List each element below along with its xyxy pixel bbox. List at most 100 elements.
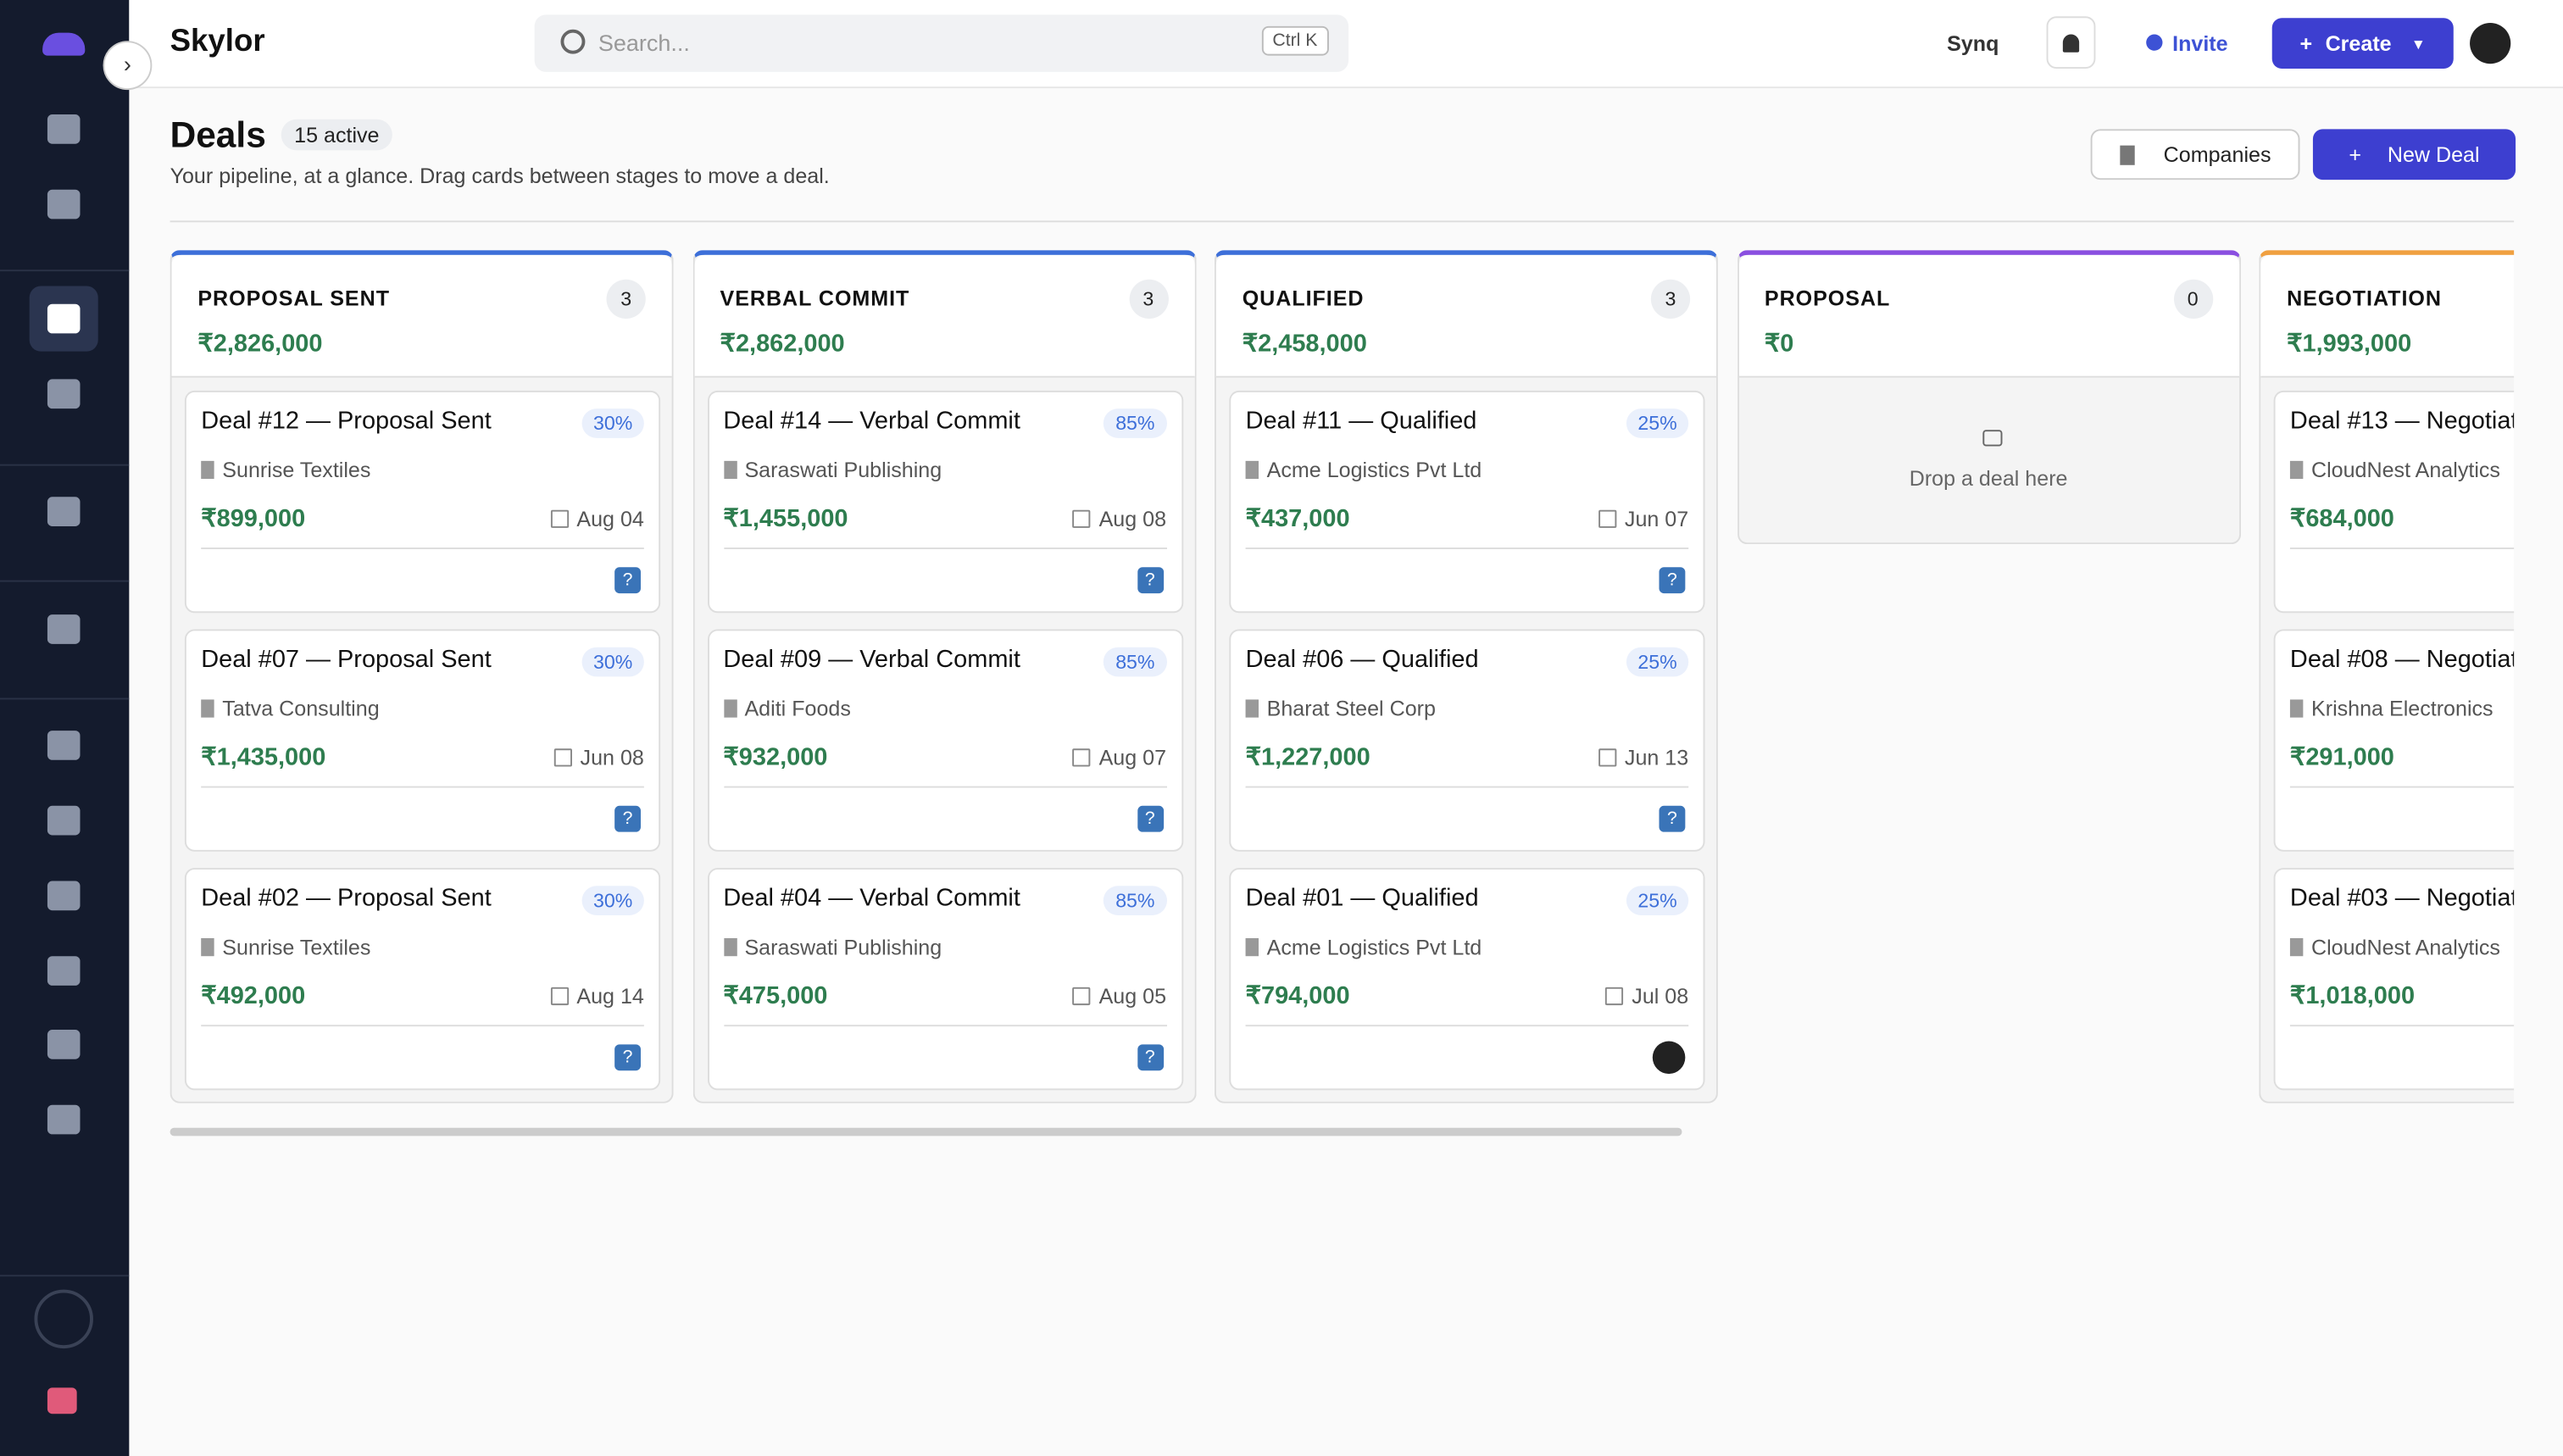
workspace[interactable]: Synq — [1947, 30, 1999, 55]
card-divider — [1245, 547, 1689, 549]
invite-icon — [2146, 34, 2163, 51]
deal-title: Deal #08 — Negotiation — [2289, 645, 2514, 674]
new-deal-button[interactable]: + New Deal — [2312, 129, 2516, 181]
company-name: Krishna Electronics — [2310, 696, 2494, 721]
nav-inbox[interactable] — [47, 189, 81, 220]
deal-card[interactable]: Deal #06 — Qualified 25% Bharat Steel Corp… — [1229, 629, 1705, 852]
deal-title: Deal #01 — Qualified — [1245, 884, 1479, 913]
deal-card[interactable]: Deal #08 — Negotiation Krishna Electronic… — [2273, 629, 2515, 852]
amount: ₹1,455,000 — [723, 504, 848, 533]
probability: 85% — [1104, 647, 1167, 677]
owner-avatar[interactable] — [1652, 1041, 1686, 1075]
logout[interactable] — [47, 1387, 77, 1414]
owner-placeholder[interactable]: ? — [1137, 1044, 1164, 1071]
caret: ▼ — [2410, 35, 2426, 52]
calendar-icon — [550, 986, 569, 1006]
close-date: Jun 07 — [1598, 507, 1688, 531]
user-status[interactable] — [34, 1289, 93, 1349]
company-name: CloudNest Analytics — [2310, 935, 2500, 960]
deal-title: Deal #03 — Negotiation — [2289, 884, 2514, 913]
sidebar-toggle[interactable]: › — [103, 41, 153, 91]
deal-card[interactable]: Deal #09 — Verbal Commit 85% Aditi Foods ₹9… — [707, 629, 1183, 852]
deal-card[interactable]: Deal #12 — Proposal Sent 30% Sunrise Texti… — [184, 390, 661, 614]
new-deal-label: New Deal — [2387, 142, 2480, 167]
nav-invoices[interactable] — [47, 379, 81, 409]
column-name: NEGOTIATION — [2287, 286, 2442, 311]
deal-card[interactable]: Deal #03 — Negotiation CloudNest Analytic… — [2273, 868, 2515, 1091]
owner-placeholder[interactable]: ? — [614, 1044, 641, 1071]
company: Bharat Steel Corp — [1245, 696, 1436, 721]
nav-deals[interactable] — [47, 303, 81, 334]
deal-card[interactable]: Deal #14 — Verbal Commit 85% Saraswati Pub… — [707, 390, 1183, 614]
company: Saraswati Publishing — [723, 458, 942, 482]
company-icon — [1245, 460, 1259, 480]
nav-team[interactable] — [47, 731, 81, 760]
create-button[interactable]: + Create ▼ — [2271, 18, 2454, 69]
scrollbar[interactable] — [170, 1127, 1682, 1136]
calendar-icon — [553, 748, 572, 767]
calendar-icon — [1605, 986, 1624, 1006]
deal-title: Deal #02 — Proposal Sent — [201, 884, 492, 913]
nav-home[interactable] — [47, 114, 81, 144]
deal-title: Deal #09 — Verbal Commit — [723, 645, 1020, 674]
company-name: CloudNest Analytics — [2310, 457, 2500, 482]
column-header: QUALIFIED 3 ₹2,458,000 — [1215, 254, 1716, 378]
amount: ₹475,000 — [723, 982, 828, 1010]
amount: ₹437,000 — [1245, 504, 1350, 533]
divider — [0, 464, 130, 466]
notifications[interactable] — [2046, 16, 2096, 69]
date-text: Aug 14 — [576, 983, 644, 1009]
amount: ₹492,000 — [201, 982, 306, 1010]
nav-billing[interactable] — [47, 1104, 81, 1135]
nav-downloads[interactable] — [47, 956, 81, 986]
invite-button[interactable]: Invite — [2116, 16, 2257, 69]
company: Sunrise Textiles — [201, 935, 370, 959]
calendar-icon — [550, 509, 569, 528]
owner-placeholder[interactable]: ? — [614, 567, 641, 594]
date-text: Jun 07 — [1624, 506, 1689, 531]
column-total: ₹1,993,000 — [2287, 330, 2412, 358]
plus-icon: + — [2349, 142, 2362, 167]
nav-contacts[interactable] — [47, 805, 81, 836]
owner-placeholder[interactable]: ? — [1137, 805, 1164, 832]
amount: ₹684,000 — [2289, 504, 2394, 533]
card-divider — [2289, 1025, 2515, 1027]
deal-card[interactable]: Deal #04 — Verbal Commit 85% Saraswati Pub… — [707, 868, 1183, 1091]
owner-placeholder[interactable]: ? — [614, 805, 641, 832]
logo — [42, 32, 86, 56]
company: Aditi Foods — [723, 697, 851, 720]
deal-card[interactable]: Deal #01 — Qualified 25% Acme Logistics Pv… — [1229, 868, 1705, 1091]
deal-card[interactable]: Deal #11 — Qualified 25% Acme Logistics Pv… — [1229, 390, 1705, 614]
deal-card[interactable]: Deal #07 — Proposal Sent 30% Tatva Consult… — [184, 629, 661, 852]
avatar[interactable] — [2470, 22, 2511, 64]
company-name: Bharat Steel Corp — [1266, 696, 1436, 721]
owner-placeholder[interactable]: ? — [1659, 567, 1686, 594]
companies-button[interactable]: Companies — [2090, 129, 2300, 181]
plus-icon: + — [2299, 31, 2313, 56]
company: CloudNest Analytics — [2289, 457, 2500, 482]
calendar-icon — [1598, 509, 1617, 528]
nav-reports[interactable] — [47, 614, 81, 644]
search-box[interactable]: Search... Ctrl K — [534, 14, 1349, 72]
company: Tatva Consulting — [201, 697, 380, 720]
company-icon — [2289, 699, 2304, 718]
active-badge: 15 active — [281, 119, 392, 151]
nav-store[interactable] — [47, 881, 81, 911]
column-name: PROPOSAL SENT — [197, 286, 390, 311]
deal-card[interactable]: Deal #13 — Negotiation CloudNest Analytic… — [2273, 390, 2515, 614]
company-icon — [1245, 937, 1259, 957]
close-date: Aug 07 — [1072, 745, 1166, 770]
date-text: Aug 04 — [576, 506, 644, 531]
owner-placeholder[interactable]: ? — [1137, 567, 1164, 594]
date-text: Aug 08 — [1098, 506, 1167, 531]
nav-trash[interactable] — [47, 1029, 81, 1059]
nav-tasks[interactable] — [47, 497, 81, 526]
amount: ₹291,000 — [2289, 743, 2394, 772]
probability: 30% — [581, 886, 644, 915]
owner-placeholder[interactable]: ? — [1659, 805, 1686, 832]
deal-card[interactable]: Deal #02 — Proposal Sent 30% Sunrise Texti… — [184, 868, 661, 1091]
calendar-icon — [1072, 986, 1091, 1006]
